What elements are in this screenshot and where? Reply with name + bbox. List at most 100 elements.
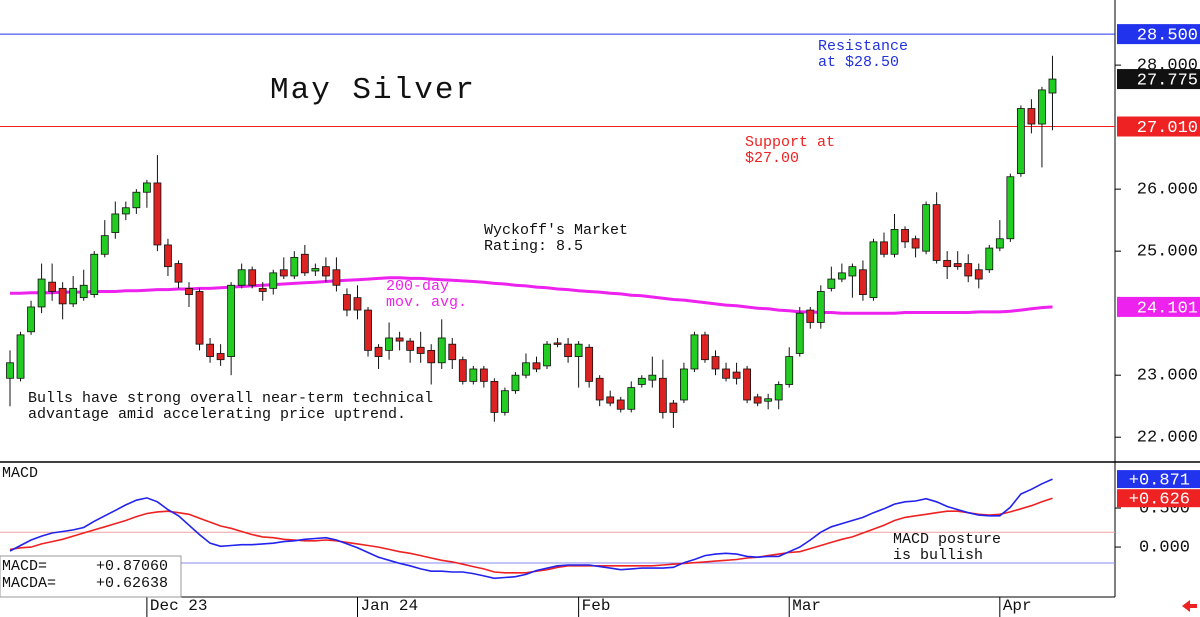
candle-body: [343, 294, 351, 311]
candle-body: [269, 272, 278, 289]
candle-body: [132, 191, 141, 209]
macd-y-tick-label: 0.000: [1139, 539, 1190, 558]
price-marker-label: 27.010: [1137, 119, 1198, 138]
candle-body: [185, 287, 193, 295]
candle-body: [585, 346, 594, 382]
macd-marker: [1117, 489, 1200, 508]
candle-body: [964, 263, 973, 277]
candle-body: [648, 374, 657, 381]
price-marker: [1117, 24, 1200, 45]
candle-body: [743, 368, 751, 401]
y-tick-label: 22.000: [1137, 429, 1198, 448]
candle-body: [216, 353, 225, 361]
price-marker-label: 28.500: [1137, 27, 1198, 46]
moving-average: [10, 276, 1053, 315]
candle-body: [953, 263, 962, 268]
candle-body: [174, 263, 183, 283]
candle-body: [995, 238, 1004, 249]
candle-body: [837, 272, 846, 280]
candle-body: [258, 287, 267, 292]
price-marker-label: 27.775: [1137, 72, 1198, 91]
annotation: Rating: 8.5: [484, 238, 583, 255]
candle-body: [690, 334, 699, 370]
y-tick-label: 26.000: [1137, 181, 1198, 200]
candle-body: [37, 278, 46, 308]
candle-body: [522, 362, 530, 376]
scroll-arrow[interactable]: [1182, 600, 1197, 612]
candle-body: [974, 269, 983, 280]
candle-body: [121, 207, 130, 215]
candle-body: [827, 278, 836, 289]
candle-body: [248, 269, 257, 286]
candle-body: [227, 284, 236, 357]
candle-body: [711, 356, 720, 370]
annotation: advantage amid accelerating price uptren…: [28, 406, 406, 423]
candle-body: [785, 356, 794, 385]
candle-body: [332, 269, 341, 286]
candle-body: [985, 247, 994, 271]
candle-body: [195, 291, 204, 345]
candle-body: [501, 390, 509, 413]
candle-body: [637, 377, 646, 385]
candle-body: [458, 359, 467, 382]
candle-body: [164, 244, 172, 268]
candle-body: [448, 343, 457, 361]
candle-body: [532, 362, 541, 370]
candle-body: [511, 374, 520, 392]
candle-body: [142, 182, 151, 193]
annotation: Support at: [745, 134, 835, 151]
candle-body: [880, 241, 888, 255]
readout-value: +0.87060: [96, 558, 168, 575]
candle-body: [237, 269, 246, 286]
price-marker: [1117, 296, 1200, 317]
candle-body: [574, 343, 583, 357]
candle-body: [564, 343, 572, 357]
candle-body: [406, 340, 415, 351]
candle-body: [206, 343, 214, 357]
candle-body: [279, 269, 288, 277]
annotation: $27.00: [745, 150, 799, 167]
candle-body: [153, 182, 162, 246]
candle-body: [553, 342, 562, 345]
candle-body: [764, 398, 773, 402]
readout-label: MACDA=: [2, 575, 56, 592]
candle-body: [774, 384, 783, 401]
chart-title: May Silver: [270, 73, 476, 108]
candle-body: [701, 334, 709, 361]
price-marker: [1117, 69, 1200, 90]
candle-body: [890, 229, 899, 255]
candle-body: [395, 337, 404, 342]
candle-body: [6, 362, 14, 379]
candle-body: [911, 238, 920, 249]
candle-body: [732, 371, 741, 379]
price-marker: [1117, 116, 1200, 137]
macd-line: [9, 478, 1053, 580]
candle-body: [1027, 108, 1036, 125]
candle-body: [58, 287, 67, 305]
candle-body: [427, 349, 436, 364]
candle-body: [416, 346, 425, 354]
candle-body: [1038, 89, 1046, 125]
candle-body: [437, 337, 446, 364]
candle-body: [943, 260, 952, 268]
annotation: 200-day: [386, 278, 449, 295]
annotation: Resistance: [818, 38, 908, 55]
macd-annotation: MACD posture: [893, 531, 1001, 548]
candle-body: [374, 346, 383, 357]
candle-body: [469, 368, 478, 382]
x-tick-label: Mar: [792, 597, 821, 615]
candle-body: [490, 380, 499, 413]
candle-body: [353, 297, 362, 311]
candle-body: [795, 312, 804, 354]
readout-label: MACD=: [2, 558, 47, 575]
annotation: Wyckoff's Market: [484, 222, 628, 239]
macd-marker-label: +0.871: [1129, 472, 1190, 491]
candle-body: [722, 368, 730, 379]
candle-body: [859, 269, 867, 295]
y-tick-label: 23.000: [1137, 367, 1198, 386]
annotation: mov. avg.: [386, 294, 467, 311]
candle-body: [543, 343, 551, 367]
candle-body: [680, 368, 688, 401]
